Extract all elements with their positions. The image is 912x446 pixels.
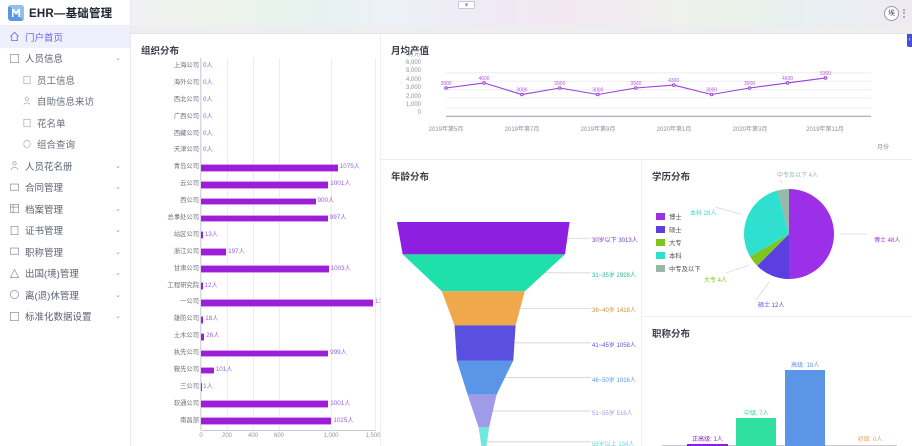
svg-text:3900: 3900 bbox=[744, 81, 755, 87]
svg-text:3000: 3000 bbox=[592, 88, 603, 94]
svg-text:3900: 3900 bbox=[554, 81, 565, 87]
svg-text:5300: 5300 bbox=[820, 71, 831, 77]
svg-text:3900: 3900 bbox=[440, 81, 451, 87]
svg-text:3000: 3000 bbox=[516, 88, 527, 94]
svg-text:3000: 3000 bbox=[706, 88, 717, 94]
svg-text:4600: 4600 bbox=[478, 76, 489, 82]
svg-text:4600: 4600 bbox=[782, 76, 793, 82]
svg-text:4300: 4300 bbox=[668, 78, 679, 84]
svg-text:3900: 3900 bbox=[630, 81, 641, 87]
